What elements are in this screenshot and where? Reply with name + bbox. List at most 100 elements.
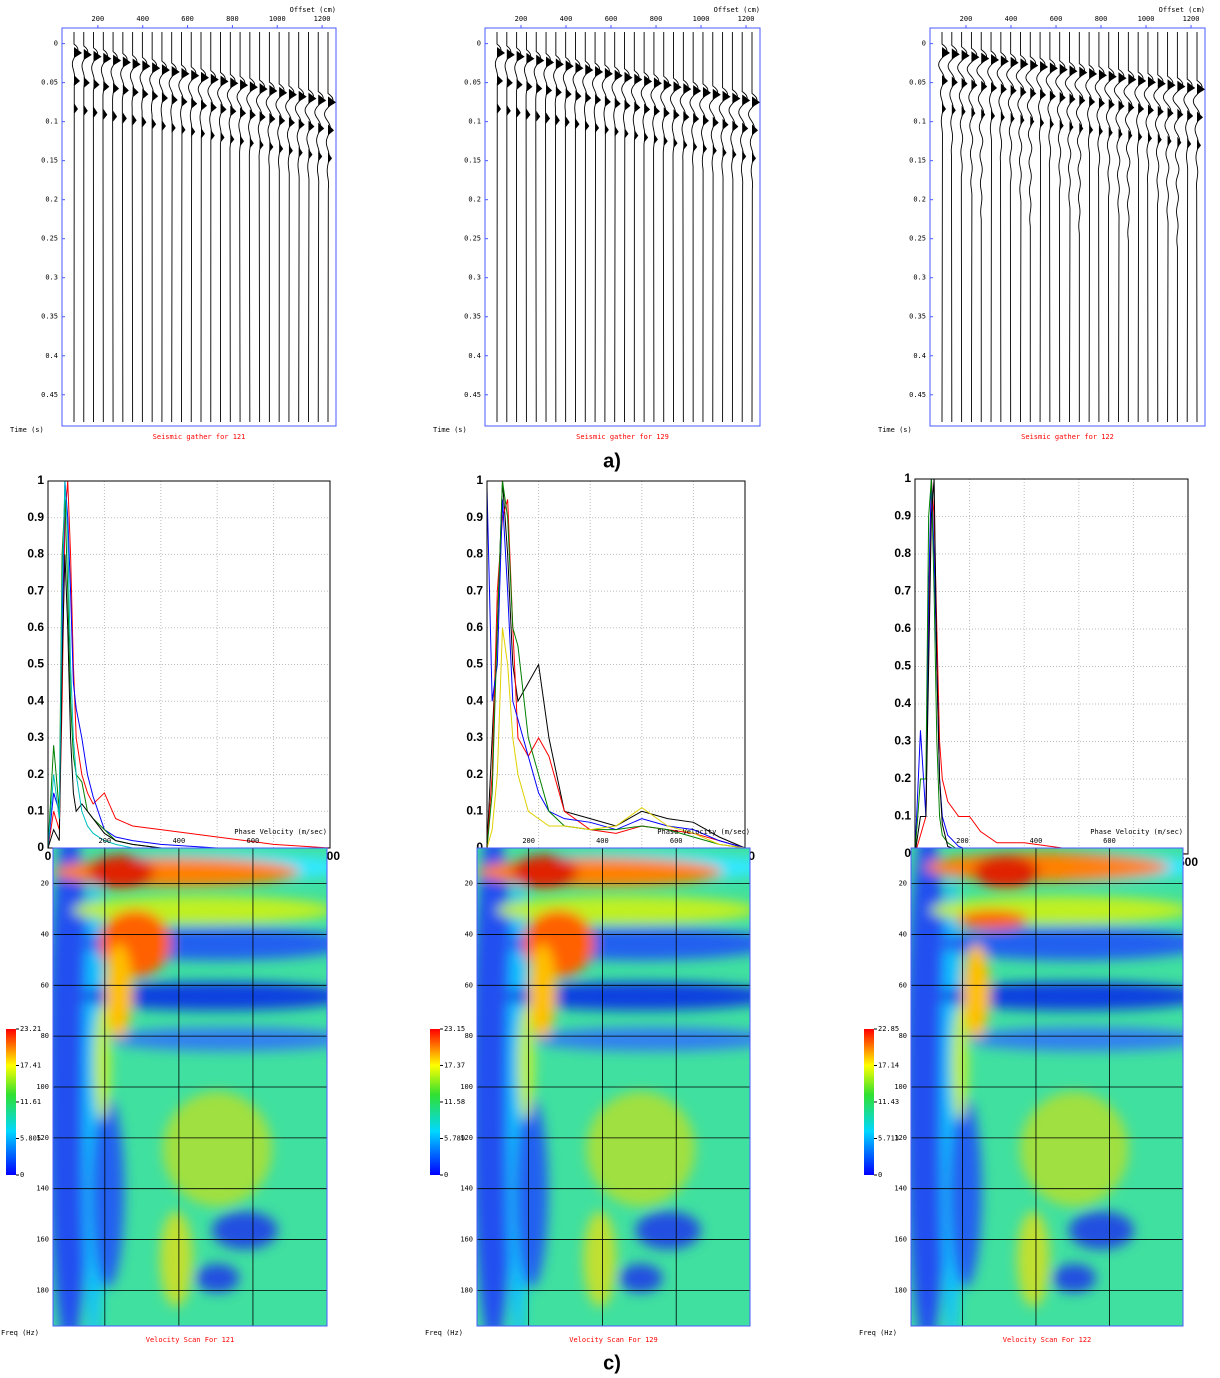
- seismic-trace: [738, 32, 748, 423]
- wiggle-fill: [722, 118, 729, 130]
- seismic-trace: [938, 32, 948, 423]
- seismic-trace: [582, 32, 591, 423]
- y-tick-label: 0.4: [27, 693, 44, 707]
- y-axis-label: Freq (Hz): [1, 1329, 39, 1337]
- wiggle-fill: [981, 108, 986, 120]
- y-tick-label: 120: [36, 1134, 49, 1142]
- wiggle-fill: [1059, 63, 1068, 75]
- wiggle-fill: [230, 77, 239, 89]
- wiggle-fill: [961, 49, 970, 61]
- y-tick-label: 60: [41, 981, 49, 989]
- wiggle-fill: [683, 139, 688, 151]
- colorbar: [6, 1029, 16, 1175]
- seismic-trace: [1123, 32, 1135, 423]
- wiggle-fill: [1020, 58, 1029, 70]
- wiggle-fill: [201, 71, 209, 83]
- wiggle-fill: [288, 116, 295, 128]
- seismic-trace: [572, 32, 581, 423]
- y-tick-label: 100: [36, 1083, 49, 1091]
- seismic-trace: [748, 32, 758, 423]
- wiggle-fill: [1098, 125, 1103, 137]
- wiggle-fill: [1010, 112, 1015, 124]
- wiggle-fill: [220, 131, 225, 143]
- wiggle-fill: [191, 69, 200, 81]
- wiggle-fill: [732, 92, 741, 104]
- heatmap-blob: [107, 1027, 327, 1052]
- seismic-trace: [592, 32, 601, 423]
- y-tick-label: 0.1: [913, 118, 926, 126]
- wiggle-fill: [1040, 117, 1045, 128]
- wiggle-fill: [604, 67, 613, 79]
- wiggle-fill: [942, 75, 948, 86]
- seismic-trace: [1045, 32, 1056, 423]
- wiggle-fill: [318, 94, 327, 106]
- x-tick-label: 1000: [693, 15, 710, 23]
- wiggle-fill: [506, 48, 515, 60]
- wiggle-fill: [526, 108, 531, 120]
- wiggle-fill: [93, 50, 102, 62]
- wiggle-fill: [1128, 101, 1135, 113]
- seismic-trace: [728, 32, 738, 423]
- wiggle-fill: [279, 114, 286, 126]
- wiggle-fill: [742, 94, 751, 106]
- wiggle-fill: [555, 86, 562, 98]
- y-tick-label: 0.45: [909, 391, 926, 399]
- x-tick-label: 800: [226, 15, 239, 23]
- y-tick-label: 0.6: [466, 620, 483, 634]
- y-tick-label: 0.4: [468, 352, 481, 360]
- y-tick-label: 0.3: [45, 274, 58, 282]
- wiggle-fill: [142, 60, 151, 72]
- wiggle-fill: [683, 111, 690, 123]
- y-tick-label: 0: [477, 40, 481, 48]
- heatmap-blob: [195, 1263, 240, 1293]
- y-tick-label: 0.25: [41, 235, 58, 243]
- seismic-trace: [294, 32, 305, 423]
- y-tick-label: 0.3: [466, 730, 483, 744]
- wiggle-fill: [122, 84, 129, 96]
- seismic-trace: [966, 32, 978, 423]
- wiggle-fill: [1157, 105, 1164, 117]
- wiggle-fill: [269, 85, 278, 96]
- colorbar-tick-label: 17.41: [20, 1061, 41, 1069]
- wiggle-fill: [951, 76, 958, 88]
- y-tick-label: 0.6: [27, 620, 44, 634]
- wiggle-fill: [1118, 100, 1125, 112]
- wiggle-fill: [712, 88, 721, 100]
- heatmap-blob: [91, 1096, 125, 1288]
- y-tick-label: 0.3: [913, 274, 926, 282]
- heatmap-blob: [515, 1096, 548, 1288]
- y-tick-label: 0.2: [894, 771, 911, 785]
- y-tick-label: 0.25: [909, 235, 926, 243]
- x-tick-label: 800: [650, 15, 663, 23]
- x-tick-label: 200: [960, 15, 973, 23]
- colorbar-tick-label: 5.805: [20, 1134, 41, 1142]
- heatmap-blob: [1068, 1211, 1135, 1250]
- seismic-trace: [188, 32, 197, 423]
- colorbar-tick-label: 0: [444, 1171, 448, 1179]
- y-tick-label: 40: [899, 930, 907, 938]
- y-tick-label: 0.15: [909, 157, 926, 165]
- y-tick-label: 0.4: [913, 352, 926, 360]
- seismic-trace: [621, 32, 630, 423]
- y-tick-label: 180: [460, 1286, 473, 1294]
- seismic-trace: [71, 32, 79, 423]
- wiggle-fill: [585, 92, 592, 104]
- y-axis-label: Time (s): [878, 426, 912, 434]
- colorbar: [430, 1029, 440, 1175]
- wiggle-fill: [210, 129, 215, 141]
- wiggle-fill: [516, 106, 521, 118]
- wiggle-fill: [536, 82, 543, 94]
- seismic-trace: [494, 32, 502, 423]
- y-tick-label: 1: [904, 471, 911, 485]
- y-tick-label: 1: [476, 473, 483, 487]
- x-tick-label: 200: [99, 837, 112, 845]
- chart-title: Seismic gather for 129: [576, 433, 669, 441]
- seismic-trace: [304, 32, 314, 423]
- wiggle-fill: [555, 58, 564, 70]
- wiggle-fill: [951, 104, 956, 116]
- x-tick-label: 600: [1103, 837, 1116, 845]
- spectrum-line: [486, 488, 746, 849]
- wiggle-fill: [1010, 84, 1017, 96]
- chart-title: Velocity Scan For 129: [569, 1336, 658, 1344]
- y-tick-label: 100: [460, 1083, 473, 1091]
